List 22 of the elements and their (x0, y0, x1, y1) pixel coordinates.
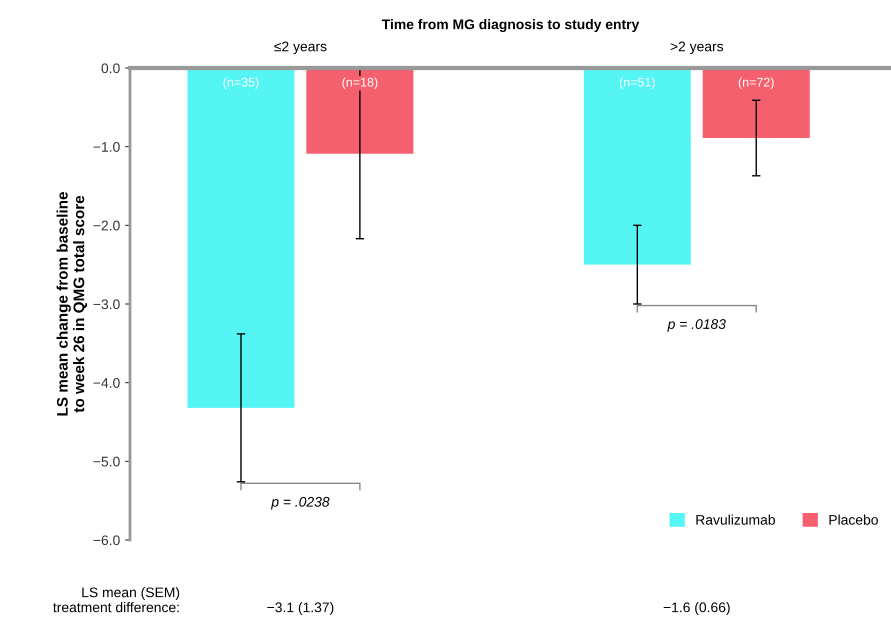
x-tick-label: >2 years (670, 42, 724, 54)
annotation: (n=18) (342, 77, 378, 90)
y-tick-label: −1.0 (94, 142, 120, 152)
y-tick-label: −6.0 (94, 535, 120, 546)
y-tick-label: −3.0 (94, 299, 120, 310)
annotation: (n=51) (620, 77, 655, 90)
text: −1.6 (0.66) (664, 602, 730, 615)
y-tick-label: 0.0 (102, 63, 120, 74)
x-tick-label: ≤2 years (274, 42, 327, 54)
y-tick-label: −5.0 (94, 456, 120, 467)
y-tick-label: −4.0 (94, 378, 120, 388)
legend-label: Placebo (829, 514, 878, 525)
y-axis-title: LS mean change from baseline to week 26 in QMG total score (56, 192, 88, 416)
annotation: (n=35) (224, 77, 258, 90)
text: −3.1 (1.37) (267, 602, 334, 615)
y-tick-label: −2.0 (94, 220, 120, 231)
annotation: (n=72) (738, 77, 774, 90)
annotation: p = .0183 (667, 319, 726, 332)
legend-label: Ravulizumab (696, 514, 775, 525)
annotation: p = .0238 (270, 496, 330, 510)
text: LS mean (SEM) treatment difference: (53, 587, 180, 612)
chart-title: Time from MG diagnosis to study entry (382, 19, 640, 32)
